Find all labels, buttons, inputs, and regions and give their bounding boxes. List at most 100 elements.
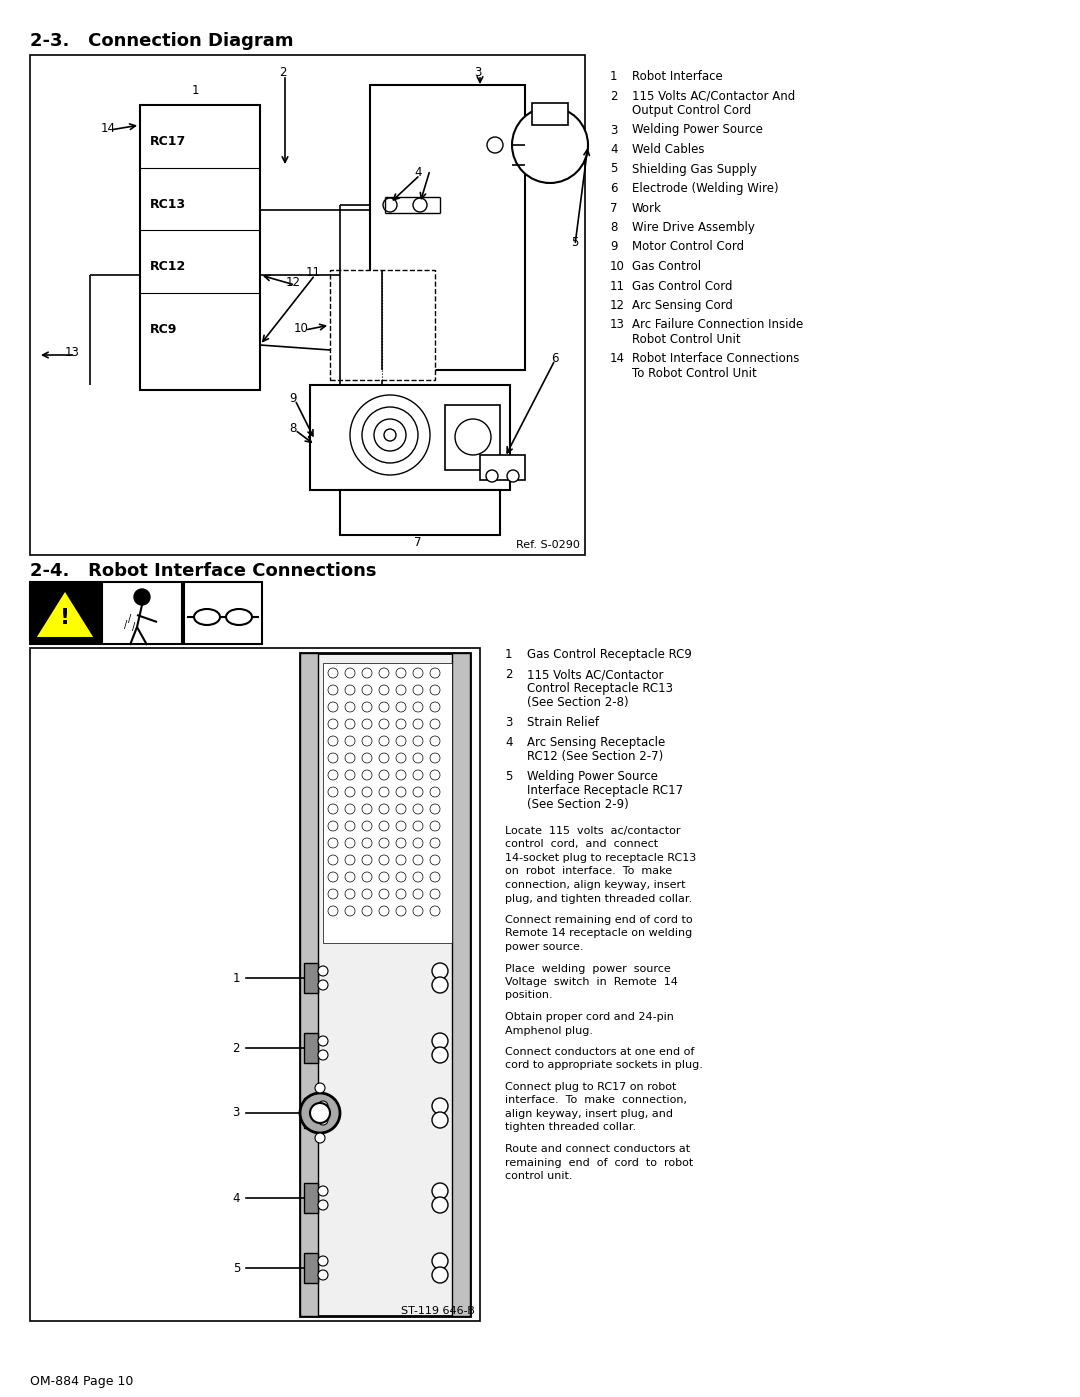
Text: Ref. S-0290: Ref. S-0290: [516, 541, 580, 550]
Text: Voltage  switch  in  Remote  14: Voltage switch in Remote 14: [505, 977, 678, 988]
Circle shape: [345, 821, 355, 831]
Bar: [532, 103, 568, 124]
Text: control unit.: control unit.: [505, 1171, 572, 1180]
Circle shape: [430, 736, 440, 746]
Circle shape: [328, 753, 338, 763]
Bar: [303, 1032, 318, 1063]
Circle shape: [413, 787, 423, 798]
Text: 14-socket plug to receptacle RC13: 14-socket plug to receptacle RC13: [505, 854, 697, 863]
Circle shape: [430, 668, 440, 678]
Text: 14: 14: [100, 122, 116, 134]
Bar: [30, 54, 585, 555]
Circle shape: [328, 668, 338, 678]
Circle shape: [430, 753, 440, 763]
Text: Arc Failure Connection Inside: Arc Failure Connection Inside: [632, 319, 804, 331]
Circle shape: [432, 977, 448, 993]
Bar: [184, 583, 262, 644]
Circle shape: [362, 907, 372, 916]
Text: (See Section 2-9): (See Section 2-9): [527, 798, 629, 812]
Circle shape: [379, 685, 389, 694]
Circle shape: [396, 736, 406, 746]
Text: cord to appropriate sockets in plug.: cord to appropriate sockets in plug.: [505, 1060, 703, 1070]
Circle shape: [379, 703, 389, 712]
Circle shape: [396, 907, 406, 916]
Text: 5: 5: [505, 770, 512, 782]
Ellipse shape: [194, 609, 220, 624]
Circle shape: [362, 855, 372, 865]
Text: Interface Receptacle RC17: Interface Receptacle RC17: [527, 784, 684, 798]
Text: 2-4.   Robot Interface Connections: 2-4. Robot Interface Connections: [30, 562, 377, 580]
Text: interface.  To  make  connection,: interface. To make connection,: [505, 1095, 687, 1105]
Text: 5: 5: [232, 1261, 240, 1274]
Circle shape: [486, 469, 498, 482]
Text: Remote 14 receptacle on welding: Remote 14 receptacle on welding: [505, 929, 692, 939]
Text: Arc Sensing Cord: Arc Sensing Cord: [632, 299, 733, 312]
Bar: [370, 85, 525, 370]
Text: Robot Interface: Robot Interface: [632, 70, 723, 82]
Circle shape: [315, 1083, 325, 1092]
Text: 4: 4: [415, 165, 422, 179]
Circle shape: [328, 838, 338, 848]
Circle shape: [430, 805, 440, 814]
Text: remaining  end  of  cord  to  robot: remaining end of cord to robot: [505, 1158, 693, 1168]
Circle shape: [430, 888, 440, 900]
Circle shape: [396, 770, 406, 780]
Circle shape: [362, 770, 372, 780]
Text: 14: 14: [610, 352, 625, 366]
Text: 12: 12: [285, 277, 300, 289]
Text: ST-119 646-B: ST-119 646-B: [401, 1306, 475, 1316]
Circle shape: [318, 1037, 328, 1046]
Circle shape: [328, 787, 338, 798]
Text: 8: 8: [610, 221, 618, 235]
Circle shape: [374, 419, 406, 451]
Circle shape: [350, 395, 430, 475]
Circle shape: [328, 703, 338, 712]
Text: /: /: [133, 622, 136, 631]
Text: Shielding Gas Supply: Shielding Gas Supply: [632, 162, 757, 176]
Circle shape: [507, 469, 519, 482]
Text: Wire Drive Assembly: Wire Drive Assembly: [632, 221, 755, 235]
Text: 3: 3: [610, 123, 618, 137]
Text: 3: 3: [232, 1106, 240, 1119]
Bar: [323, 664, 453, 943]
Text: Output Control Cord: Output Control Cord: [632, 103, 752, 117]
Circle shape: [362, 736, 372, 746]
Text: tighten threaded collar.: tighten threaded collar.: [505, 1123, 636, 1133]
Circle shape: [413, 838, 423, 848]
Text: Place  welding  power  source: Place welding power source: [505, 964, 671, 974]
Text: RC12 (See Section 2-7): RC12 (See Section 2-7): [527, 750, 663, 763]
Text: Gas Control: Gas Control: [632, 260, 701, 272]
Circle shape: [345, 855, 355, 865]
Text: OM-884 Page 10: OM-884 Page 10: [30, 1375, 133, 1389]
Text: 10: 10: [610, 260, 625, 272]
Ellipse shape: [226, 609, 252, 624]
Circle shape: [345, 736, 355, 746]
Circle shape: [396, 668, 406, 678]
Circle shape: [362, 407, 418, 462]
Text: Gas Control Cord: Gas Control Cord: [632, 279, 732, 292]
Text: 7: 7: [415, 536, 422, 549]
Circle shape: [432, 1046, 448, 1063]
Circle shape: [430, 770, 440, 780]
Text: 2: 2: [280, 67, 287, 80]
Text: Route and connect conductors at: Route and connect conductors at: [505, 1144, 690, 1154]
Circle shape: [455, 419, 491, 455]
Circle shape: [362, 685, 372, 694]
Circle shape: [328, 907, 338, 916]
Circle shape: [396, 821, 406, 831]
Circle shape: [396, 787, 406, 798]
Circle shape: [432, 1032, 448, 1049]
Circle shape: [318, 1051, 328, 1060]
Circle shape: [432, 1098, 448, 1113]
Text: Electrode (Welding Wire): Electrode (Welding Wire): [632, 182, 779, 196]
Circle shape: [362, 872, 372, 882]
Circle shape: [432, 1112, 448, 1127]
Circle shape: [362, 719, 372, 729]
Text: Weld Cables: Weld Cables: [632, 142, 704, 156]
Circle shape: [430, 719, 440, 729]
Bar: [303, 1183, 318, 1213]
Bar: [102, 583, 183, 644]
Circle shape: [328, 685, 338, 694]
Circle shape: [362, 888, 372, 900]
Bar: [480, 455, 525, 481]
